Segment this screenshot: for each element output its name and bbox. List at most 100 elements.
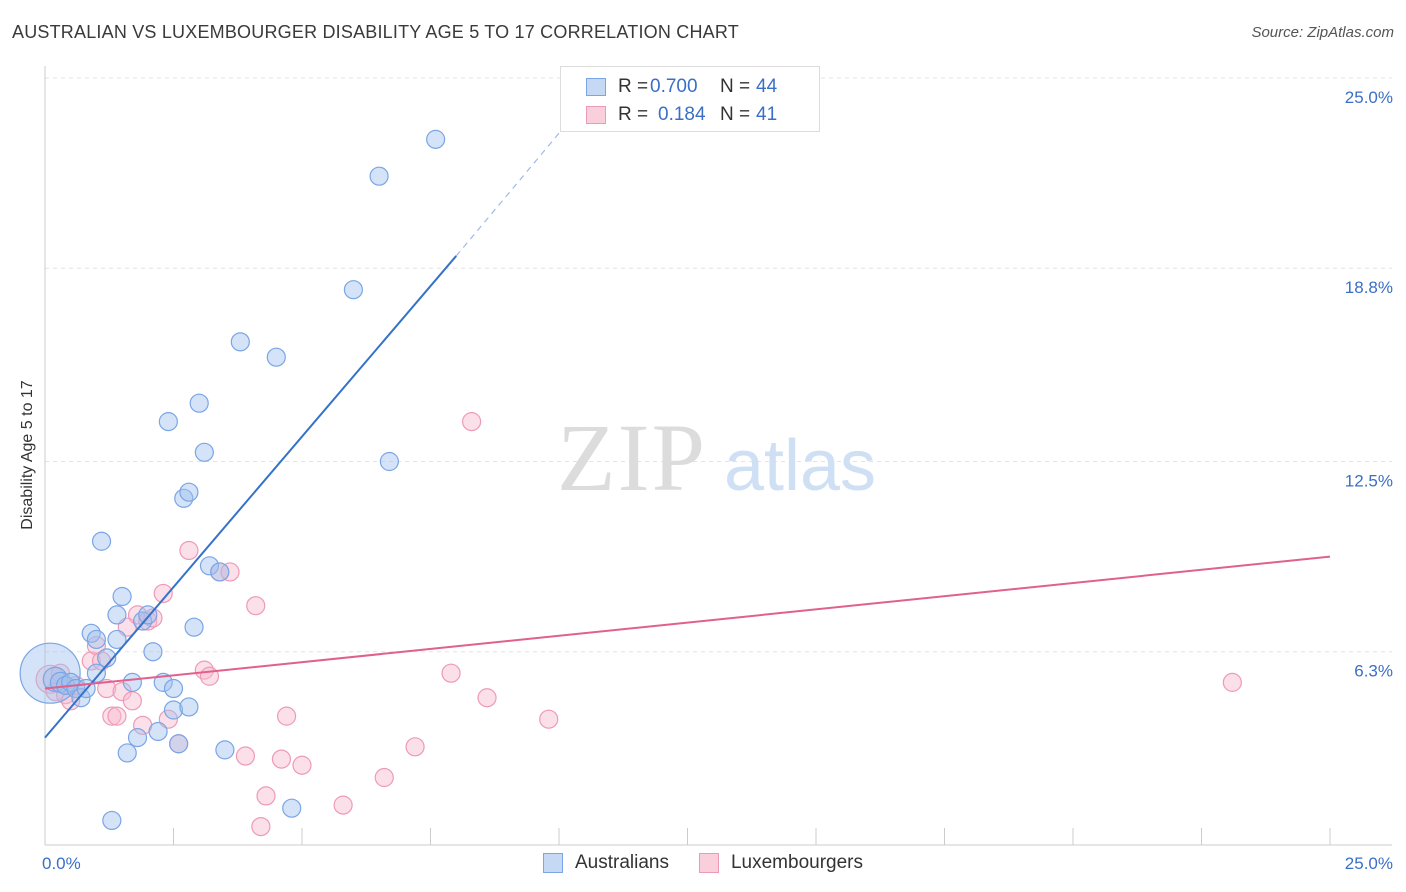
luxembourgers-point xyxy=(102,706,122,726)
watermark-atlas: atlas xyxy=(724,426,876,506)
australians-point xyxy=(282,798,302,818)
legend-n-label: N = xyxy=(720,104,751,125)
australians-point xyxy=(127,728,148,748)
luxembourgers-point xyxy=(86,635,107,656)
legend-swatch-blue xyxy=(586,78,606,96)
watermark: ZIP atlas xyxy=(557,404,876,511)
trend-lines xyxy=(44,83,1331,739)
australians-point xyxy=(143,642,163,662)
legend-row-australians: R = 0.700 N = 44 xyxy=(561,73,777,101)
luxembourgers-point xyxy=(292,755,312,775)
legend-r-label: R = xyxy=(618,76,649,97)
chart-title: AUSTRALIAN VS LUXEMBOURGER DISABILITY AG… xyxy=(12,22,739,42)
y-tick-label: 12.5% xyxy=(1345,472,1393,491)
australians-point xyxy=(194,442,214,462)
luxembourgers-point xyxy=(138,611,158,631)
grid-lines xyxy=(45,77,1392,653)
series-legend-luxembourgers[interactable]: Luxembourgers xyxy=(698,852,864,874)
y-tick-label: 18.8% xyxy=(1345,278,1393,297)
australians-point xyxy=(86,663,107,683)
australians-point xyxy=(19,642,81,704)
axes xyxy=(44,66,1392,846)
luxembourgers-point xyxy=(276,706,297,726)
australians-trend-extension xyxy=(455,83,601,257)
legend-r-value: 0.184 xyxy=(658,104,706,125)
y-tick-label: 6.3% xyxy=(1354,662,1393,681)
luxembourgers-point xyxy=(194,660,214,680)
luxembourgers-point xyxy=(97,678,117,699)
australians-point xyxy=(102,810,122,831)
series-swatch-pink xyxy=(698,853,719,873)
luxembourgers-point xyxy=(251,816,271,837)
luxembourgers-point xyxy=(107,706,127,726)
luxembourgers-points xyxy=(35,412,1242,837)
australians-point xyxy=(158,412,178,432)
australians-point xyxy=(343,280,363,300)
australians-point xyxy=(179,482,199,502)
luxembourgers-point xyxy=(256,786,276,806)
australians-point xyxy=(163,678,184,699)
correlation-legend: R = 0.700 N = 44 R = 0.184 N = 41 xyxy=(560,66,820,132)
luxembourgers-point xyxy=(122,691,142,711)
australians-point xyxy=(107,605,127,625)
australians-point xyxy=(210,562,230,582)
australians-point xyxy=(266,347,286,367)
luxembourgers-point xyxy=(127,605,148,625)
legend-row-luxembourgers: R = 0.184 N = 41 xyxy=(561,101,777,129)
luxembourgers-point xyxy=(405,737,425,757)
australians-point xyxy=(81,623,101,643)
australians-point xyxy=(199,556,220,576)
australians-point xyxy=(148,721,168,742)
series-legend-australians[interactable]: Australians xyxy=(542,852,669,874)
australians-point xyxy=(153,672,173,692)
luxembourgers-point xyxy=(158,709,178,729)
legend-n-value: 41 xyxy=(756,104,778,125)
australians-point xyxy=(117,743,137,763)
australians-points xyxy=(19,129,446,831)
australians-point xyxy=(86,629,107,650)
chart-source: Source: ZipAtlas.com xyxy=(1251,24,1394,41)
luxembourgers-point xyxy=(477,688,497,708)
luxembourgers-point xyxy=(1222,672,1242,692)
luxembourgers-point xyxy=(374,767,394,788)
series-legend-label: Luxembourgers xyxy=(730,852,864,873)
australians-point xyxy=(122,672,142,692)
australians-point xyxy=(230,332,250,352)
australians-point xyxy=(379,451,399,472)
series-legend: Australians Luxembourgers xyxy=(0,852,1406,874)
x-tick-label-min: 0.0% xyxy=(42,854,81,873)
australians-point xyxy=(107,629,127,650)
luxembourgers-point xyxy=(271,749,292,769)
australians-point xyxy=(184,617,204,637)
y-tick-label: 25.0% xyxy=(1345,88,1393,107)
series-swatch-blue xyxy=(542,853,563,873)
watermark-zip: ZIP xyxy=(557,404,707,511)
legend-swatch-pink xyxy=(586,106,606,124)
australians-point xyxy=(215,740,235,760)
australians-point xyxy=(189,393,209,413)
luxembourgers-point xyxy=(539,709,559,729)
luxembourgers-point xyxy=(179,540,199,561)
tick-labels: 6.3% 12.5% 18.8% 25.0% 0.0% 25.0% xyxy=(42,88,1393,873)
australians-point xyxy=(174,488,194,508)
luxembourgers-trend-line xyxy=(44,555,1331,690)
australians-point xyxy=(169,734,189,754)
luxembourgers-point xyxy=(235,746,256,766)
australians-point xyxy=(179,697,199,717)
x-tick-label-max: 25.0% xyxy=(1345,854,1393,873)
luxembourgers-point xyxy=(246,596,266,616)
australians-point xyxy=(369,166,389,186)
legend-r-value: 0.700 xyxy=(650,76,698,97)
luxembourgers-point xyxy=(153,583,173,604)
legend-n-value: 44 xyxy=(756,76,778,97)
luxembourgers-point xyxy=(333,795,353,815)
legend-n-label: N = xyxy=(720,76,751,97)
luxembourgers-point xyxy=(462,412,482,432)
australians-point xyxy=(91,531,112,551)
australians-point xyxy=(426,129,446,149)
australians-point xyxy=(112,586,132,607)
australians-trend-line xyxy=(44,255,457,739)
luxembourgers-point xyxy=(441,663,461,683)
series-legend-label: Australians xyxy=(574,852,669,873)
